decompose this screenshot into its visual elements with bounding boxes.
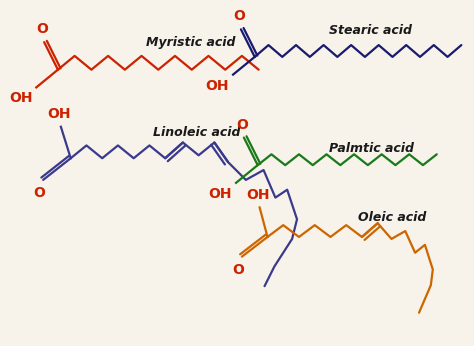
Text: O: O — [233, 9, 245, 24]
Text: OH: OH — [206, 79, 229, 92]
Text: OH: OH — [47, 107, 71, 121]
Text: O: O — [236, 118, 248, 132]
Text: Oleic acid: Oleic acid — [358, 211, 427, 224]
Text: OH: OH — [209, 187, 232, 201]
Text: OH: OH — [246, 188, 269, 201]
Text: O: O — [33, 186, 45, 200]
Text: Linoleic acid: Linoleic acid — [154, 126, 241, 139]
Text: O: O — [232, 263, 244, 276]
Text: Myristic acid: Myristic acid — [146, 36, 236, 49]
Text: Palmtic acid: Palmtic acid — [328, 142, 413, 155]
Text: O: O — [36, 22, 48, 36]
Text: Stearic acid: Stearic acid — [328, 24, 411, 37]
Text: OH: OH — [9, 91, 32, 105]
